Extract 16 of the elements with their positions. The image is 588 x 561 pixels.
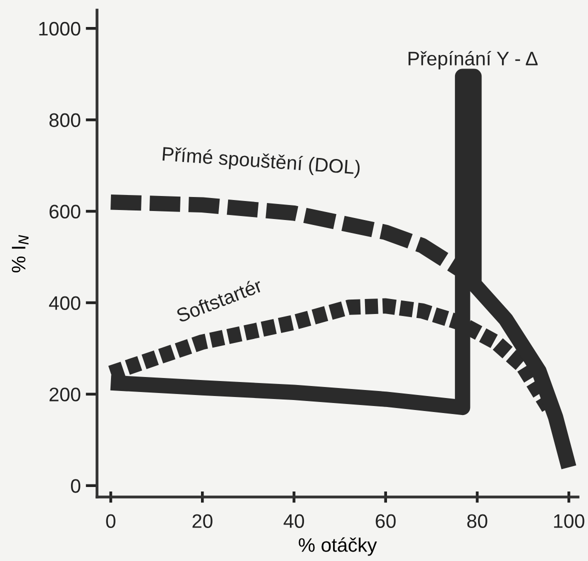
y-tick-label: 200 bbox=[50, 388, 80, 402]
series-label: Přímé spouštění (DOL) bbox=[162, 146, 360, 178]
y-tick-label: 1000 bbox=[39, 22, 80, 36]
x-tick-label: 40 bbox=[284, 514, 304, 528]
x-tick-label: 60 bbox=[376, 514, 396, 528]
x-tick-label: 0 bbox=[106, 514, 116, 528]
x-tick-label: 20 bbox=[192, 514, 212, 528]
y-tick-label: 400 bbox=[49, 296, 80, 310]
x-tick-label: 80 bbox=[467, 514, 488, 528]
y-tick-label: 600 bbox=[50, 204, 80, 219]
y-axis-title: % I$_{N}$ bbox=[12, 235, 28, 272]
series-label: Přepínání Y - Δ bbox=[408, 50, 538, 70]
x-tick-label: 100 bbox=[554, 514, 584, 528]
x-axis-title: % otáčky bbox=[298, 537, 377, 556]
y-tick-label: 0 bbox=[70, 479, 80, 493]
y-tick-label: 800 bbox=[49, 113, 80, 128]
